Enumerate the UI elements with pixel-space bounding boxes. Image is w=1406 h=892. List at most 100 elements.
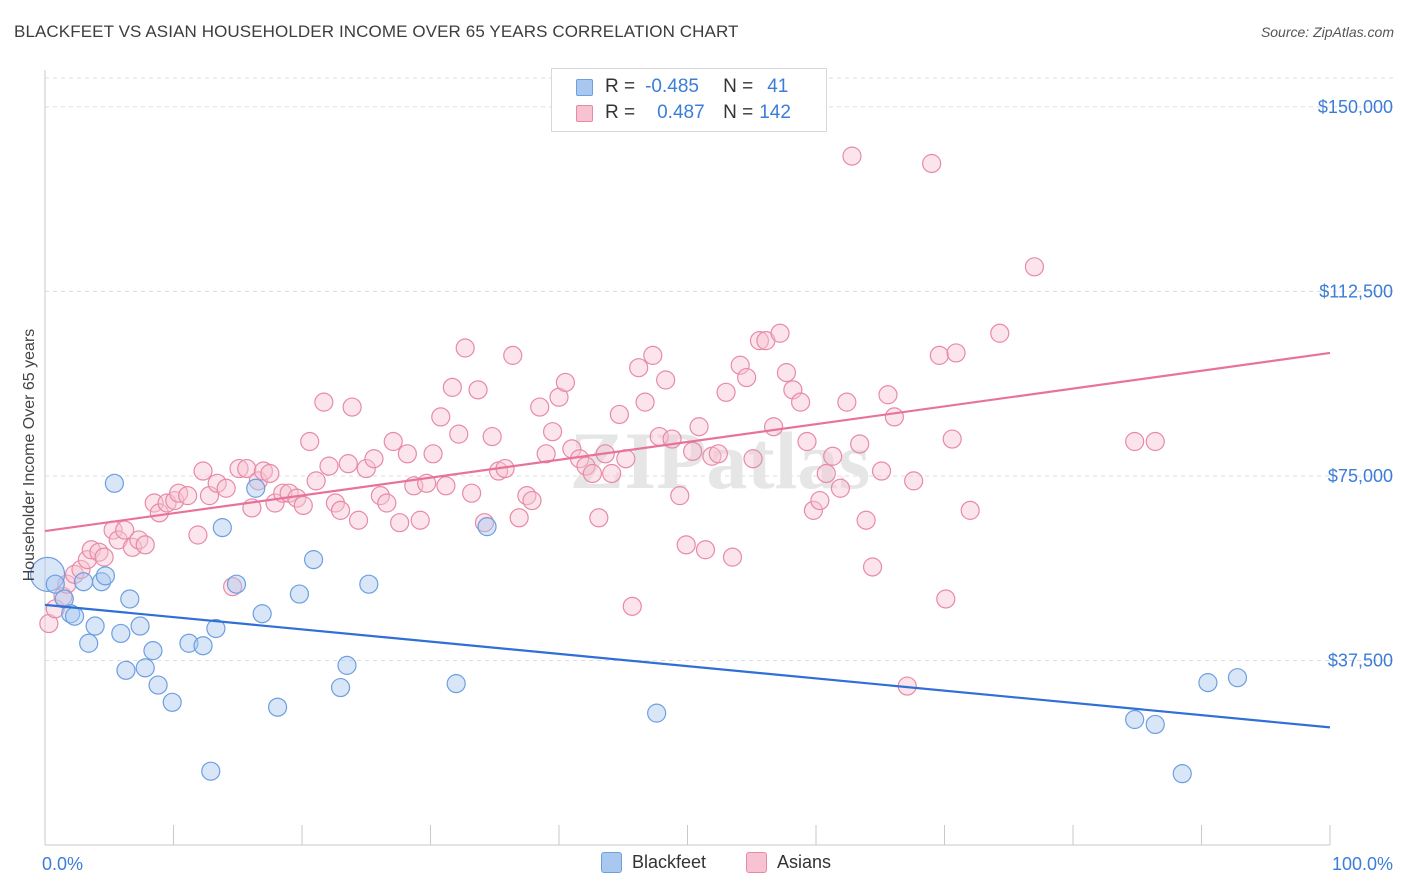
legend-swatch-blackfeet — [601, 852, 622, 873]
asian-point — [862, 557, 883, 577]
asian-point — [904, 471, 924, 491]
blackfeet-point — [179, 633, 199, 653]
blackfeet-point — [1198, 673, 1218, 693]
asian-point — [468, 380, 488, 400]
blackfeet-point — [1227, 668, 1248, 688]
asian-point — [330, 500, 351, 520]
series-asians — [39, 146, 1165, 696]
asian-point — [683, 441, 703, 461]
blackfeet-point — [337, 655, 357, 675]
asian-point — [716, 382, 736, 402]
asian-point — [609, 404, 629, 425]
asian-point — [431, 407, 451, 427]
asian-point — [830, 478, 851, 498]
asian-point — [462, 483, 482, 503]
asian-point — [260, 463, 280, 484]
asian-point — [823, 446, 843, 466]
asian-point — [455, 338, 475, 358]
asian-point — [763, 417, 784, 437]
asian-point — [188, 525, 208, 545]
blackfeet-point — [111, 623, 131, 644]
asian-point — [338, 454, 358, 474]
asian-point — [622, 596, 642, 616]
blackfeet-point — [303, 550, 324, 570]
legend-item-blackfeet[interactable]: Blackfeet — [601, 852, 706, 873]
blackfeet-point — [95, 566, 115, 586]
asian-point — [749, 331, 770, 351]
asian-point — [482, 426, 502, 447]
trendline-blackfeet — [44, 603, 1331, 729]
blackfeet-point — [85, 616, 105, 636]
chart-title: BLACKFEET VS ASIAN HOUSEHOLDER INCOME OV… — [14, 22, 739, 41]
legend-n-label: N = — [723, 76, 754, 97]
asian-point — [629, 358, 649, 378]
asian-point — [960, 500, 980, 520]
blackfeet-point — [193, 636, 213, 656]
asian-point — [990, 323, 1010, 343]
trendline-asians — [44, 351, 1331, 533]
asian-point — [689, 417, 709, 437]
blackfeet-point — [206, 618, 226, 639]
blackfeet-point — [246, 478, 266, 498]
blackfeet-point — [104, 473, 124, 493]
asian-point — [871, 461, 892, 481]
y-axis-label: Householder Income Over 65 years — [21, 328, 38, 582]
asian-point — [856, 510, 876, 530]
asian-point — [850, 434, 870, 454]
blackfeet-point — [212, 518, 232, 538]
asian-point — [837, 392, 857, 412]
blackfeet-point — [1145, 714, 1165, 735]
legend-r-label: R = — [605, 102, 636, 123]
asian-point — [842, 146, 862, 166]
asian-point — [1145, 431, 1165, 452]
asian-point — [193, 461, 213, 481]
blackfeet-point — [647, 703, 667, 723]
blackfeet-point — [64, 606, 85, 626]
asian-point — [248, 471, 268, 491]
legend-swatch-blackfeet — [576, 78, 593, 96]
asian-point — [602, 463, 622, 484]
asian-point — [942, 429, 962, 449]
x-tick-label: 100.0% — [1332, 854, 1393, 874]
asian-point — [135, 535, 155, 555]
blackfeet-point — [29, 556, 66, 592]
blackfeet-point — [143, 641, 163, 661]
asian-point — [423, 444, 443, 464]
asian-point — [676, 535, 696, 555]
asian-point — [555, 372, 576, 393]
asian-point — [1024, 257, 1045, 277]
blackfeet-point — [359, 574, 379, 594]
asian-point — [319, 456, 339, 476]
asian-point — [207, 473, 227, 493]
asian-point — [582, 463, 603, 484]
asian-point — [348, 510, 369, 530]
asian-point — [410, 510, 430, 530]
legend-label-blackfeet: Blackfeet — [632, 852, 707, 872]
axes — [44, 70, 1331, 846]
y-tick-label: $150,000 — [1318, 97, 1393, 117]
asian-point — [810, 490, 830, 511]
legend-item-asians[interactable]: Asians — [746, 852, 831, 873]
asian-point — [383, 431, 403, 452]
asian-point — [643, 345, 663, 365]
legend-r-label: R = — [605, 76, 636, 97]
blackfeet-point — [252, 604, 272, 624]
asian-point — [589, 508, 609, 528]
legend-swatch-asians — [746, 852, 767, 873]
asian-point — [656, 370, 676, 390]
asian-point — [797, 431, 817, 452]
blackfeet-point — [446, 674, 466, 694]
blackfeet-point — [162, 692, 182, 712]
legend-row-blackfeet: R = -0.485 N = 41 — [576, 75, 788, 99]
series-blackfeet — [29, 473, 1248, 784]
asian-point — [449, 424, 469, 444]
asian-point — [237, 458, 257, 479]
blackfeet-point — [289, 584, 310, 604]
asian-point — [522, 490, 542, 511]
source-label: Source: ZipAtlas.com — [1260, 24, 1394, 40]
asian-point — [300, 431, 320, 452]
asian-point — [936, 589, 956, 609]
asian-point — [635, 392, 655, 412]
blackfeet-point — [1172, 764, 1192, 784]
gridlines — [45, 77, 1395, 661]
